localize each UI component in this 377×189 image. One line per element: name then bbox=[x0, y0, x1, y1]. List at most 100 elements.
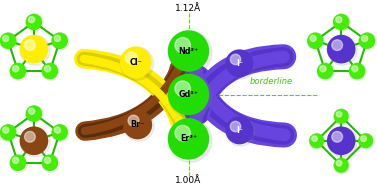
Ellipse shape bbox=[327, 127, 357, 157]
Ellipse shape bbox=[359, 33, 375, 49]
Text: Nd³⁺: Nd³⁺ bbox=[178, 46, 199, 56]
Ellipse shape bbox=[230, 121, 241, 132]
Ellipse shape bbox=[20, 35, 48, 64]
Ellipse shape bbox=[20, 127, 50, 157]
Ellipse shape bbox=[332, 40, 343, 50]
Ellipse shape bbox=[12, 66, 19, 72]
Ellipse shape bbox=[317, 63, 335, 81]
Text: Cl⁻: Cl⁻ bbox=[129, 58, 142, 67]
Ellipse shape bbox=[0, 33, 17, 49]
Ellipse shape bbox=[3, 127, 9, 133]
Ellipse shape bbox=[334, 109, 350, 125]
Ellipse shape bbox=[332, 131, 343, 142]
Ellipse shape bbox=[29, 108, 35, 115]
Text: I⁻: I⁻ bbox=[236, 126, 243, 135]
Ellipse shape bbox=[352, 66, 358, 72]
Ellipse shape bbox=[0, 124, 17, 141]
Ellipse shape bbox=[26, 14, 43, 31]
Ellipse shape bbox=[320, 66, 326, 72]
Text: 1.00Å: 1.00Å bbox=[175, 176, 202, 185]
Ellipse shape bbox=[26, 105, 42, 122]
Ellipse shape bbox=[349, 63, 365, 79]
Ellipse shape bbox=[175, 125, 190, 141]
Ellipse shape bbox=[226, 50, 255, 79]
Ellipse shape bbox=[124, 111, 154, 141]
Ellipse shape bbox=[226, 117, 255, 146]
Ellipse shape bbox=[125, 52, 137, 64]
Ellipse shape bbox=[309, 133, 324, 148]
Ellipse shape bbox=[20, 35, 50, 65]
Ellipse shape bbox=[334, 109, 349, 124]
Ellipse shape bbox=[327, 35, 356, 64]
Ellipse shape bbox=[10, 63, 28, 81]
Ellipse shape bbox=[41, 154, 58, 171]
Ellipse shape bbox=[42, 155, 59, 172]
Ellipse shape bbox=[169, 119, 212, 162]
Ellipse shape bbox=[307, 33, 325, 50]
Ellipse shape bbox=[168, 118, 209, 160]
Ellipse shape bbox=[51, 33, 68, 49]
Ellipse shape bbox=[361, 136, 366, 142]
Ellipse shape bbox=[26, 14, 42, 30]
Ellipse shape bbox=[317, 63, 334, 79]
Ellipse shape bbox=[120, 47, 153, 80]
Ellipse shape bbox=[168, 30, 209, 72]
Text: Er³⁺: Er³⁺ bbox=[180, 134, 197, 143]
Ellipse shape bbox=[169, 74, 212, 118]
Ellipse shape bbox=[25, 131, 35, 142]
Ellipse shape bbox=[359, 133, 374, 149]
Ellipse shape bbox=[0, 33, 17, 50]
Ellipse shape bbox=[120, 46, 152, 78]
Ellipse shape bbox=[52, 124, 69, 142]
Ellipse shape bbox=[336, 160, 342, 166]
Ellipse shape bbox=[336, 111, 342, 117]
Ellipse shape bbox=[10, 155, 28, 172]
Ellipse shape bbox=[41, 63, 58, 79]
Ellipse shape bbox=[42, 63, 59, 81]
Ellipse shape bbox=[29, 17, 35, 23]
Ellipse shape bbox=[10, 63, 26, 79]
Text: borderline: borderline bbox=[250, 77, 293, 86]
Ellipse shape bbox=[333, 14, 351, 31]
Ellipse shape bbox=[20, 126, 48, 155]
Ellipse shape bbox=[310, 35, 316, 42]
Ellipse shape bbox=[12, 157, 19, 163]
Ellipse shape bbox=[349, 63, 366, 81]
Ellipse shape bbox=[327, 35, 357, 65]
Ellipse shape bbox=[168, 74, 209, 115]
Ellipse shape bbox=[10, 154, 26, 171]
Ellipse shape bbox=[54, 127, 61, 133]
Text: I⁻: I⁻ bbox=[236, 59, 243, 68]
Ellipse shape bbox=[336, 17, 342, 23]
Ellipse shape bbox=[334, 158, 349, 173]
Ellipse shape bbox=[123, 110, 152, 139]
Ellipse shape bbox=[44, 157, 51, 163]
Ellipse shape bbox=[44, 66, 51, 72]
Ellipse shape bbox=[334, 158, 350, 174]
Ellipse shape bbox=[128, 115, 139, 126]
Ellipse shape bbox=[51, 124, 68, 141]
Ellipse shape bbox=[312, 136, 317, 142]
Ellipse shape bbox=[175, 81, 190, 96]
Ellipse shape bbox=[307, 33, 324, 49]
Text: Br⁻: Br⁻ bbox=[130, 120, 145, 129]
Ellipse shape bbox=[358, 133, 373, 148]
Ellipse shape bbox=[333, 14, 349, 30]
Ellipse shape bbox=[362, 35, 368, 42]
Ellipse shape bbox=[359, 33, 376, 50]
Text: 1.12Å: 1.12Å bbox=[175, 4, 202, 13]
Ellipse shape bbox=[3, 35, 9, 42]
Ellipse shape bbox=[310, 133, 325, 149]
Ellipse shape bbox=[26, 106, 43, 123]
Ellipse shape bbox=[175, 37, 190, 53]
Ellipse shape bbox=[25, 40, 35, 50]
Ellipse shape bbox=[52, 33, 69, 50]
Ellipse shape bbox=[169, 31, 212, 74]
Ellipse shape bbox=[54, 35, 61, 42]
Ellipse shape bbox=[0, 124, 17, 142]
Ellipse shape bbox=[225, 116, 253, 144]
Ellipse shape bbox=[230, 54, 241, 65]
Text: Gd³⁺: Gd³⁺ bbox=[178, 90, 199, 99]
Ellipse shape bbox=[225, 49, 253, 77]
Ellipse shape bbox=[327, 126, 356, 155]
